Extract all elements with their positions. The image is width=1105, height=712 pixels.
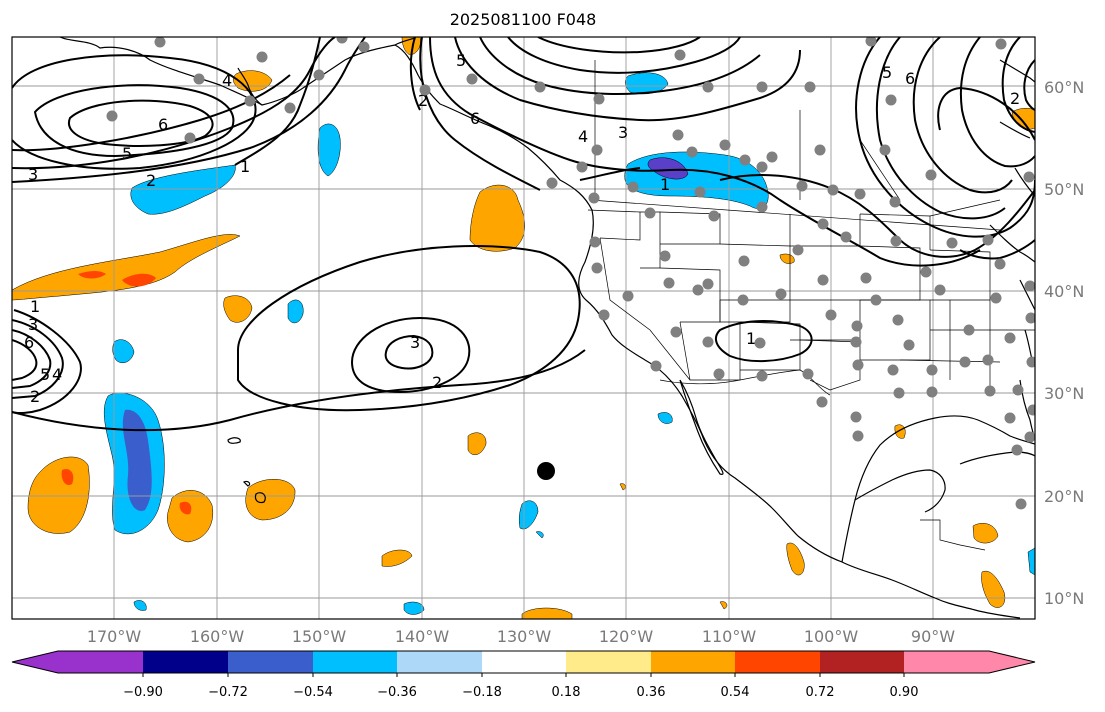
contour-label: 6 [158,115,168,134]
contour-label: 2 [146,171,156,190]
colorbar-tick-label: −0.18 [462,685,502,700]
map-content: 6 5 4 3 2 1 6 5 4 3 2 1 3 2 1 5 6 2 1 2 … [12,37,1035,619]
colorbar-segment [904,651,989,673]
contour-label: 3 [410,333,420,352]
contour-label: 6 [905,69,915,88]
contour-label: 4 [578,127,588,146]
colorbar-tick-label: −0.90 [123,685,163,700]
negative-anomaly-areas [103,72,1035,615]
colorbar-segment [143,651,228,673]
contour-label: 5 [882,63,892,82]
colorbar-extend-low [12,651,58,673]
lat-label: 60°N [1044,78,1084,97]
contour-label: 4 [222,71,232,90]
contour-label: 3 [28,315,38,334]
contour-label: 1 [660,175,670,194]
colorbar-segment [820,651,904,673]
colorbar-segment [566,651,651,673]
contour-label: 2 [418,91,428,110]
graticule [12,37,1035,619]
contour-label: 1 [240,157,250,176]
colorbar-segment [58,651,143,673]
lon-label: 150°W [292,627,347,646]
contour-label-group: 6 5 4 3 2 1 6 5 4 3 2 1 3 2 1 5 6 2 1 2 … [24,51,1020,406]
lon-label: 90°W [911,627,955,646]
station-markers [106,37,1035,510]
lat-label: 50°N [1044,180,1084,199]
colorbar-segment [482,651,566,673]
lat-label: 40°N [1044,282,1084,301]
lat-label: 20°N [1044,487,1084,506]
lon-label: 140°W [395,627,450,646]
contour-label: 3 [28,165,38,184]
colorbar-tick-label: 0.72 [806,685,835,700]
lat-label: 30°N [1044,384,1084,403]
colorbar-segment [228,651,313,673]
colorbar-tick-label: 0.36 [637,685,666,700]
contour-label: 1 [30,297,40,316]
lon-label: 110°W [702,627,757,646]
lat-label: 10°N [1044,589,1084,608]
colorbar-tick-label: 0.54 [721,685,750,700]
colorbar-tick-label: −0.54 [293,685,333,700]
map-title: 2025081100 F048 [450,10,597,29]
colorbar-tick-label: 0.18 [552,685,581,700]
lon-label: 120°W [599,627,654,646]
colorbar-segment [735,651,820,673]
colorbar-segment [397,651,482,673]
contour-label: 5 [40,365,50,384]
colorbar: −0.90 −0.72 −0.54 −0.36 −0.18 0.18 0.36 … [11,650,1036,700]
contour-label: 2 [1010,89,1020,108]
lon-label: 160°W [190,627,245,646]
lon-label: 170°W [87,627,142,646]
colorbar-tick-label: −0.36 [377,685,417,700]
target-marker [537,462,555,480]
lon-label: 130°W [497,627,552,646]
contour-label: 4 [52,365,62,384]
contour-label: 3 [618,123,628,142]
longitude-labels: 170°W 160°W 150°W 140°W 130°W 120°W 110°… [87,627,955,646]
colorbar-outline [11,650,1036,674]
latitude-labels: 60°N 50°N 40°N 30°N 20°N 10°N [1044,78,1084,608]
contour-label: 5 [122,144,132,163]
contour-label: 1 [746,329,756,348]
contour-label: 5 [456,51,466,70]
contour-label: 6 [470,109,480,128]
colorbar-tick-label: −0.72 [208,685,248,700]
contour-label: 2 [432,373,442,392]
lon-label: 100°W [804,627,859,646]
contour-label: 6 [24,333,34,352]
map-frame [11,36,1036,620]
colorbar-segment [313,651,397,673]
colorbar-tick-label: 0.90 [890,685,919,700]
colorbar-extend-high [989,651,1035,673]
colorbar-segment [651,651,735,673]
contour-label: 2 [30,387,40,406]
